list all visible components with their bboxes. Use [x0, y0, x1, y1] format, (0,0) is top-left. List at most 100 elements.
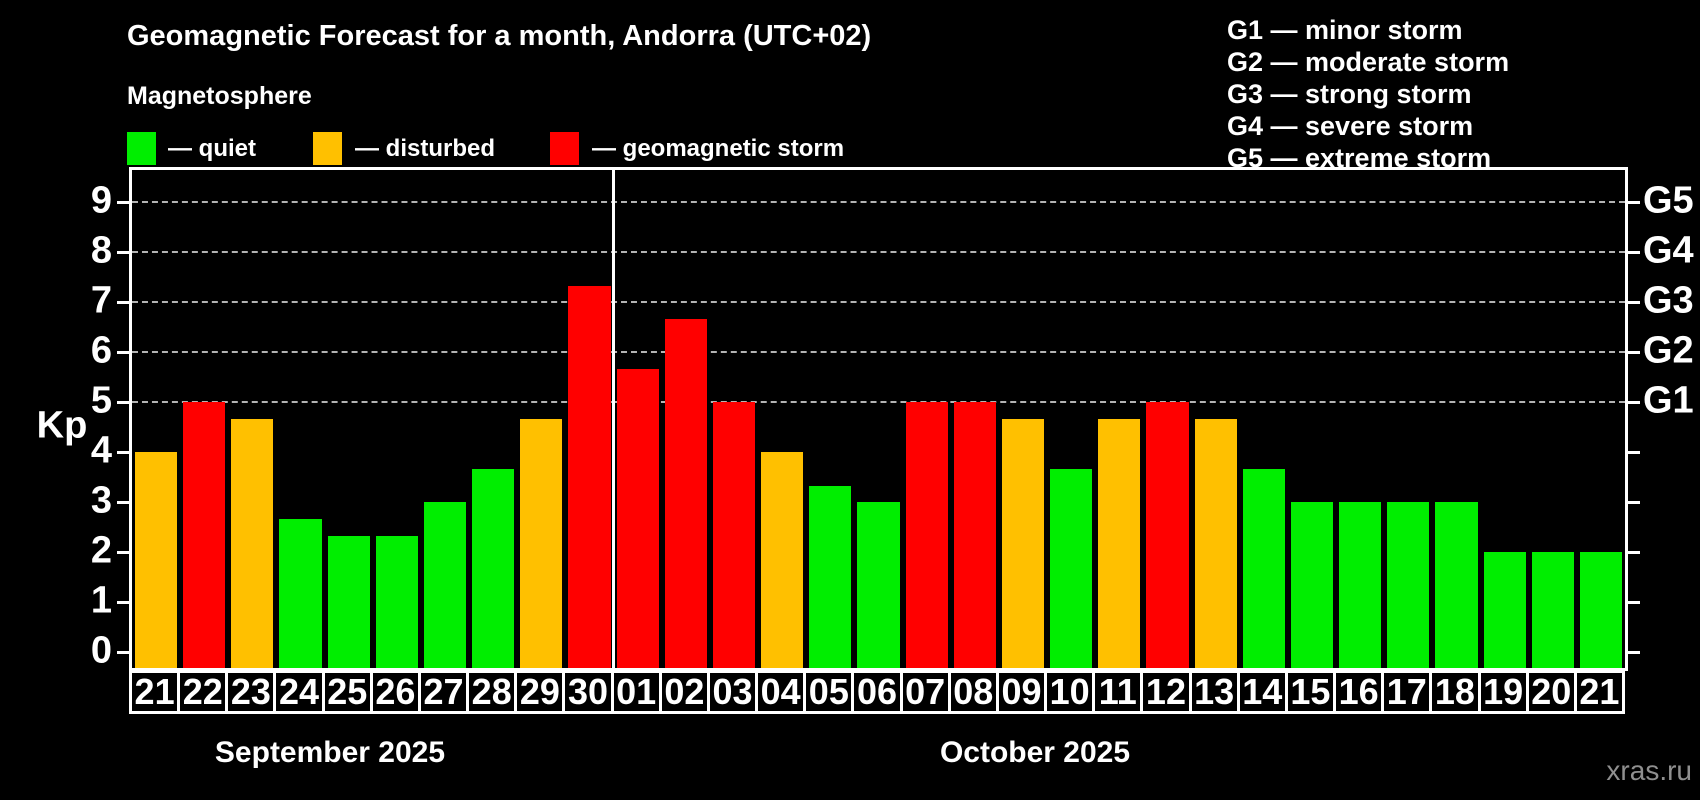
- g-legend-line: G4 — severe storm: [1227, 111, 1474, 141]
- kp-tick-right: [1628, 400, 1640, 404]
- bar-day-12: [1146, 402, 1189, 668]
- kp-tick-left: [117, 250, 129, 254]
- g-axis-label-g4: G4: [1643, 229, 1694, 272]
- bar-day-27: [423, 502, 467, 668]
- bar-day-23: [231, 418, 274, 668]
- date-label: 17: [1381, 670, 1433, 714]
- bar-day-21: [135, 452, 178, 668]
- bar-day-02: [664, 318, 707, 668]
- kp-tick-label: 6: [90, 329, 112, 372]
- date-label: 11: [1092, 670, 1144, 714]
- date-label: 05: [803, 670, 855, 714]
- bar-day-22: [183, 402, 226, 668]
- date-label: 14: [1236, 670, 1288, 714]
- date-label: 02: [658, 670, 710, 714]
- kp-tick-left: [117, 650, 129, 654]
- kp-tick-right: [1628, 350, 1640, 354]
- plot-frame: [129, 167, 1628, 671]
- kp-tick-left: [117, 550, 129, 554]
- gridline-kp5: [132, 401, 1625, 403]
- date-label: 20: [1525, 670, 1577, 714]
- bar-day-01: [616, 368, 659, 668]
- gridline-kp8: [132, 251, 1625, 253]
- g-axis-label-g1: G1: [1643, 379, 1694, 422]
- bar-day-26: [375, 535, 418, 668]
- date-label: 30: [562, 670, 614, 714]
- date-label: 06: [851, 670, 903, 714]
- date-label: 19: [1477, 670, 1529, 714]
- date-label: 29: [514, 670, 566, 714]
- kp-tick-label: 3: [90, 479, 112, 522]
- month-label: October 2025: [939, 736, 1131, 769]
- bar-day-24: [279, 518, 322, 668]
- date-label: 08: [947, 670, 999, 714]
- kp-tick-label: 8: [90, 229, 112, 272]
- legend-label-disturbed: — disturbed: [355, 135, 496, 162]
- bar-day-14: [1242, 468, 1285, 668]
- g-legend-line: G3 — strong storm: [1227, 79, 1472, 109]
- page-title: Geomagnetic Forecast for a month, Andorr…: [127, 20, 872, 52]
- legend-swatch-quiet: [127, 132, 156, 165]
- month-separator-line: [612, 170, 616, 668]
- bar-day-28: [472, 468, 515, 668]
- legend-swatch-storm: [550, 132, 579, 165]
- kp-tick-label: 0: [90, 629, 112, 672]
- kp-tick-right: [1628, 450, 1640, 454]
- bar-day-29: [520, 418, 563, 668]
- g-axis-label-g2: G2: [1643, 329, 1694, 372]
- bar-day-20: [1531, 552, 1574, 668]
- bar-day-03: [712, 402, 756, 668]
- kp-tick-left: [117, 200, 129, 204]
- kp-tick-left: [117, 500, 129, 504]
- date-label: 23: [225, 670, 277, 714]
- kp-tick-right: [1628, 250, 1640, 254]
- bar-day-13: [1194, 418, 1237, 668]
- bar-day-06: [857, 502, 900, 668]
- date-label: 16: [1333, 670, 1385, 714]
- date-label: 22: [177, 670, 229, 714]
- kp-tick-left: [117, 450, 129, 454]
- kp-tick-label: 9: [90, 179, 112, 222]
- bar-day-25: [327, 535, 370, 668]
- date-label: 24: [273, 670, 325, 714]
- kp-tick-left: [117, 600, 129, 604]
- bar-day-21: [1579, 552, 1622, 668]
- g-legend-line: G1 — minor storm: [1227, 15, 1463, 45]
- gridline-kp7: [132, 301, 1625, 303]
- date-label: 04: [755, 670, 807, 714]
- date-label: 03: [706, 670, 759, 714]
- kp-tick-right: [1628, 200, 1640, 204]
- date-label: 13: [1188, 670, 1240, 714]
- bar-day-04: [761, 452, 804, 668]
- kp-tick-right: [1628, 300, 1640, 304]
- bar-day-09: [1001, 418, 1045, 668]
- bar-day-07: [905, 402, 948, 668]
- bar-day-16: [1339, 502, 1382, 668]
- date-label: 18: [1429, 670, 1481, 714]
- kp-tick-right: [1628, 550, 1640, 554]
- bar-day-05: [809, 485, 852, 668]
- kp-tick-right: [1628, 500, 1640, 504]
- kp-tick-right: [1628, 600, 1640, 604]
- date-label: 15: [1284, 670, 1337, 714]
- legend-swatch-disturbed: [313, 132, 342, 165]
- bar-day-30: [568, 285, 611, 668]
- gridline-kp6: [132, 351, 1625, 353]
- kp-tick-left: [117, 350, 129, 354]
- kp-tick-left: [117, 400, 129, 404]
- date-label: 28: [466, 670, 518, 714]
- date-label: 25: [321, 670, 373, 714]
- g-axis-label-g5: G5: [1643, 179, 1694, 222]
- bar-day-11: [1098, 418, 1141, 668]
- month-label: September 2025: [214, 736, 446, 769]
- bar-day-10: [1050, 468, 1093, 668]
- watermark: xras.ru: [1606, 755, 1692, 786]
- date-label: 10: [1044, 670, 1096, 714]
- kp-tick-label: 4: [90, 429, 112, 472]
- date-label: 01: [610, 670, 662, 714]
- bar-day-19: [1483, 552, 1526, 668]
- g-legend-line: G2 — moderate storm: [1227, 47, 1510, 77]
- date-label: 12: [1140, 670, 1192, 714]
- date-label: 09: [995, 670, 1048, 714]
